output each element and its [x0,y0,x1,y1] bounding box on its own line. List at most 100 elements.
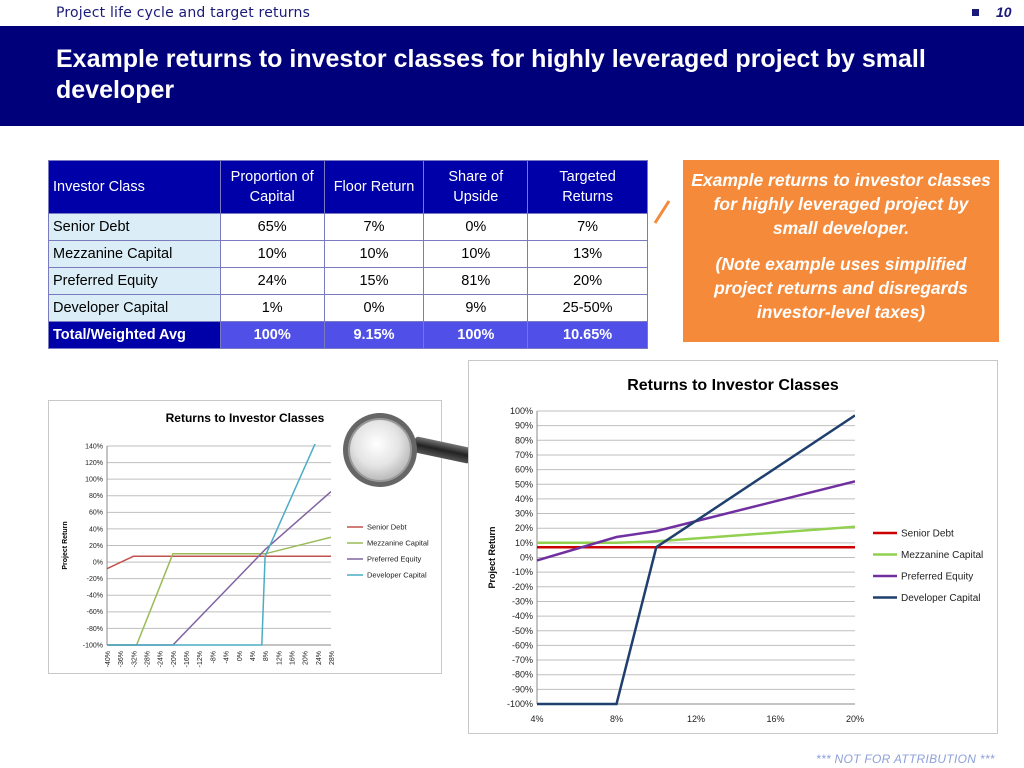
cell-target: 25-50% [527,294,648,322]
cell-investor-class: Mezzanine Capital [48,240,221,268]
header-targeted-returns: Targeted Returns [527,160,648,214]
x-tick-label: 24% [316,651,323,665]
x-tick-label: 28% [329,651,336,665]
x-tick-label: -8% [210,651,217,663]
y-tick-label: 50% [515,479,533,489]
y-tick-label: -90% [512,684,533,694]
cell-upside: 10% [423,240,529,268]
y-tick-label: -70% [512,655,533,665]
callout-text-main: Example returns to investor classes for … [691,170,991,238]
x-tick-label: -24% [158,651,165,667]
investor-table: Investor Class Proportion of Capital Flo… [48,160,648,349]
series-line-developer-capital [537,414,855,706]
cell-proportion: 10% [219,240,325,268]
cell-target: 13% [527,240,648,268]
cell-floor: 10% [323,240,425,268]
bullet-square-icon [972,9,979,16]
small-line-chart: Returns to Investor Classes -100% -80% -60%… [62,411,429,667]
y-tick-label: 0% [520,553,533,563]
cell-total-floor: 9.15% [323,321,425,349]
series-line-mezzanine-capital [537,525,855,545]
page-number: 10 [996,4,1012,20]
x-tick-label: -16% [184,651,191,667]
y-tick-label: 90% [515,421,533,431]
y-tick-label: 30% [515,509,533,519]
cell-upside: 0% [423,213,529,241]
x-tick-label: 20% [303,651,310,665]
legend-label: Developer Capital [367,571,427,580]
y-tick-label: -30% [512,596,533,606]
x-tick-label: -12% [197,651,204,667]
top-bar: Project life cycle and target returns 10 [0,0,1024,26]
x-tick-label: -4% [224,651,231,663]
table-row: Senior Debt 65% 7% 0% 7% [48,213,648,241]
x-tick-label: -40% [105,651,112,667]
legend-label: Mezzanine Capital [367,539,429,548]
y-tick-label: -80% [87,626,103,633]
y-tick-label: 40% [515,494,533,504]
slide-title: Example returns to investor classes for … [56,45,926,104]
x-tick-label: 16% [766,714,784,724]
y-tick-label: -60% [512,640,533,650]
table-row: Mezzanine Capital 10% 10% 10% 13% [48,240,648,268]
cell-target: 7% [527,213,648,241]
series-line-preferred-equity [107,491,331,646]
large-line-chart: Returns to Investor Classes -100% -90% -80%… [487,377,983,724]
x-tick-label: 0% [237,651,244,661]
legend-label: Developer Capital [901,593,981,604]
cell-proportion: 65% [219,213,325,241]
y-tick-label: -50% [512,626,533,636]
chart-title: Returns to Investor Classes [166,411,325,425]
y-tick-label: -10% [512,567,533,577]
y-tick-label: -20% [512,582,533,592]
x-tick-label: 4% [530,714,543,724]
table-row: Developer Capital 1% 0% 9% 25-50% [48,294,648,322]
footer-note: *** NOT FOR ATTRIBUTION *** [816,752,995,766]
table-row: Preferred Equity 24% 15% 81% 20% [48,267,648,295]
y-tick-label: 80% [89,493,103,500]
x-tick-label: 8% [610,714,623,724]
y-tick-label: -40% [512,611,533,621]
legend-label: Preferred Equity [367,555,421,564]
legend-label: Mezzanine Capital [901,550,983,561]
x-tick-label: -36% [118,651,125,667]
large-chart-panel: Returns to Investor Classes -100% -90% -80%… [468,360,998,734]
y-tick-label: 80% [515,435,533,445]
header-floor-return: Floor Return [323,160,425,214]
cell-investor-class: Senior Debt [48,213,221,241]
y-axis-label: Project Return [62,521,69,569]
legend-label: Senior Debt [367,523,408,532]
y-tick-label: -60% [87,609,103,616]
title-band: Example returns to investor classes for … [0,26,1024,126]
table-header-row: Investor Class Proportion of Capital Flo… [48,160,648,214]
cell-total-upside: 100% [423,321,529,349]
y-tick-label: -80% [512,670,533,680]
x-tick-label: 12% [276,651,283,665]
x-tick-label: -32% [131,651,138,667]
legend-label: Senior Debt [901,528,954,539]
x-tick-label: 20% [846,714,864,724]
y-tick-label: 140% [85,443,103,450]
cell-total-label: Total/Weighted Avg [48,321,221,349]
callout-box: Example returns to investor classes for … [683,160,999,342]
callout-text-note: (Note example uses simplified project re… [714,254,968,322]
y-tick-label: 40% [89,526,103,533]
y-tick-label: 10% [515,538,533,548]
x-tick-label: 8% [263,651,270,661]
callout-pointer-icon [653,200,671,224]
y-tick-label: 100% [85,477,103,484]
header-proportion: Proportion of Capital [219,160,325,214]
x-tick-label: -20% [171,651,178,667]
chart-title: Returns to Investor Classes [627,377,839,394]
y-tick-label: 60% [515,465,533,475]
cell-upside: 81% [423,267,529,295]
y-tick-label: -40% [87,593,103,600]
cell-upside: 9% [423,294,529,322]
cell-proportion: 1% [219,294,325,322]
y-tick-label: 20% [515,523,533,533]
y-tick-label: -20% [87,576,103,583]
x-tick-label: -28% [145,651,152,667]
cell-proportion: 24% [219,267,325,295]
y-tick-label: 70% [515,450,533,460]
x-tick-label: 12% [687,714,705,724]
